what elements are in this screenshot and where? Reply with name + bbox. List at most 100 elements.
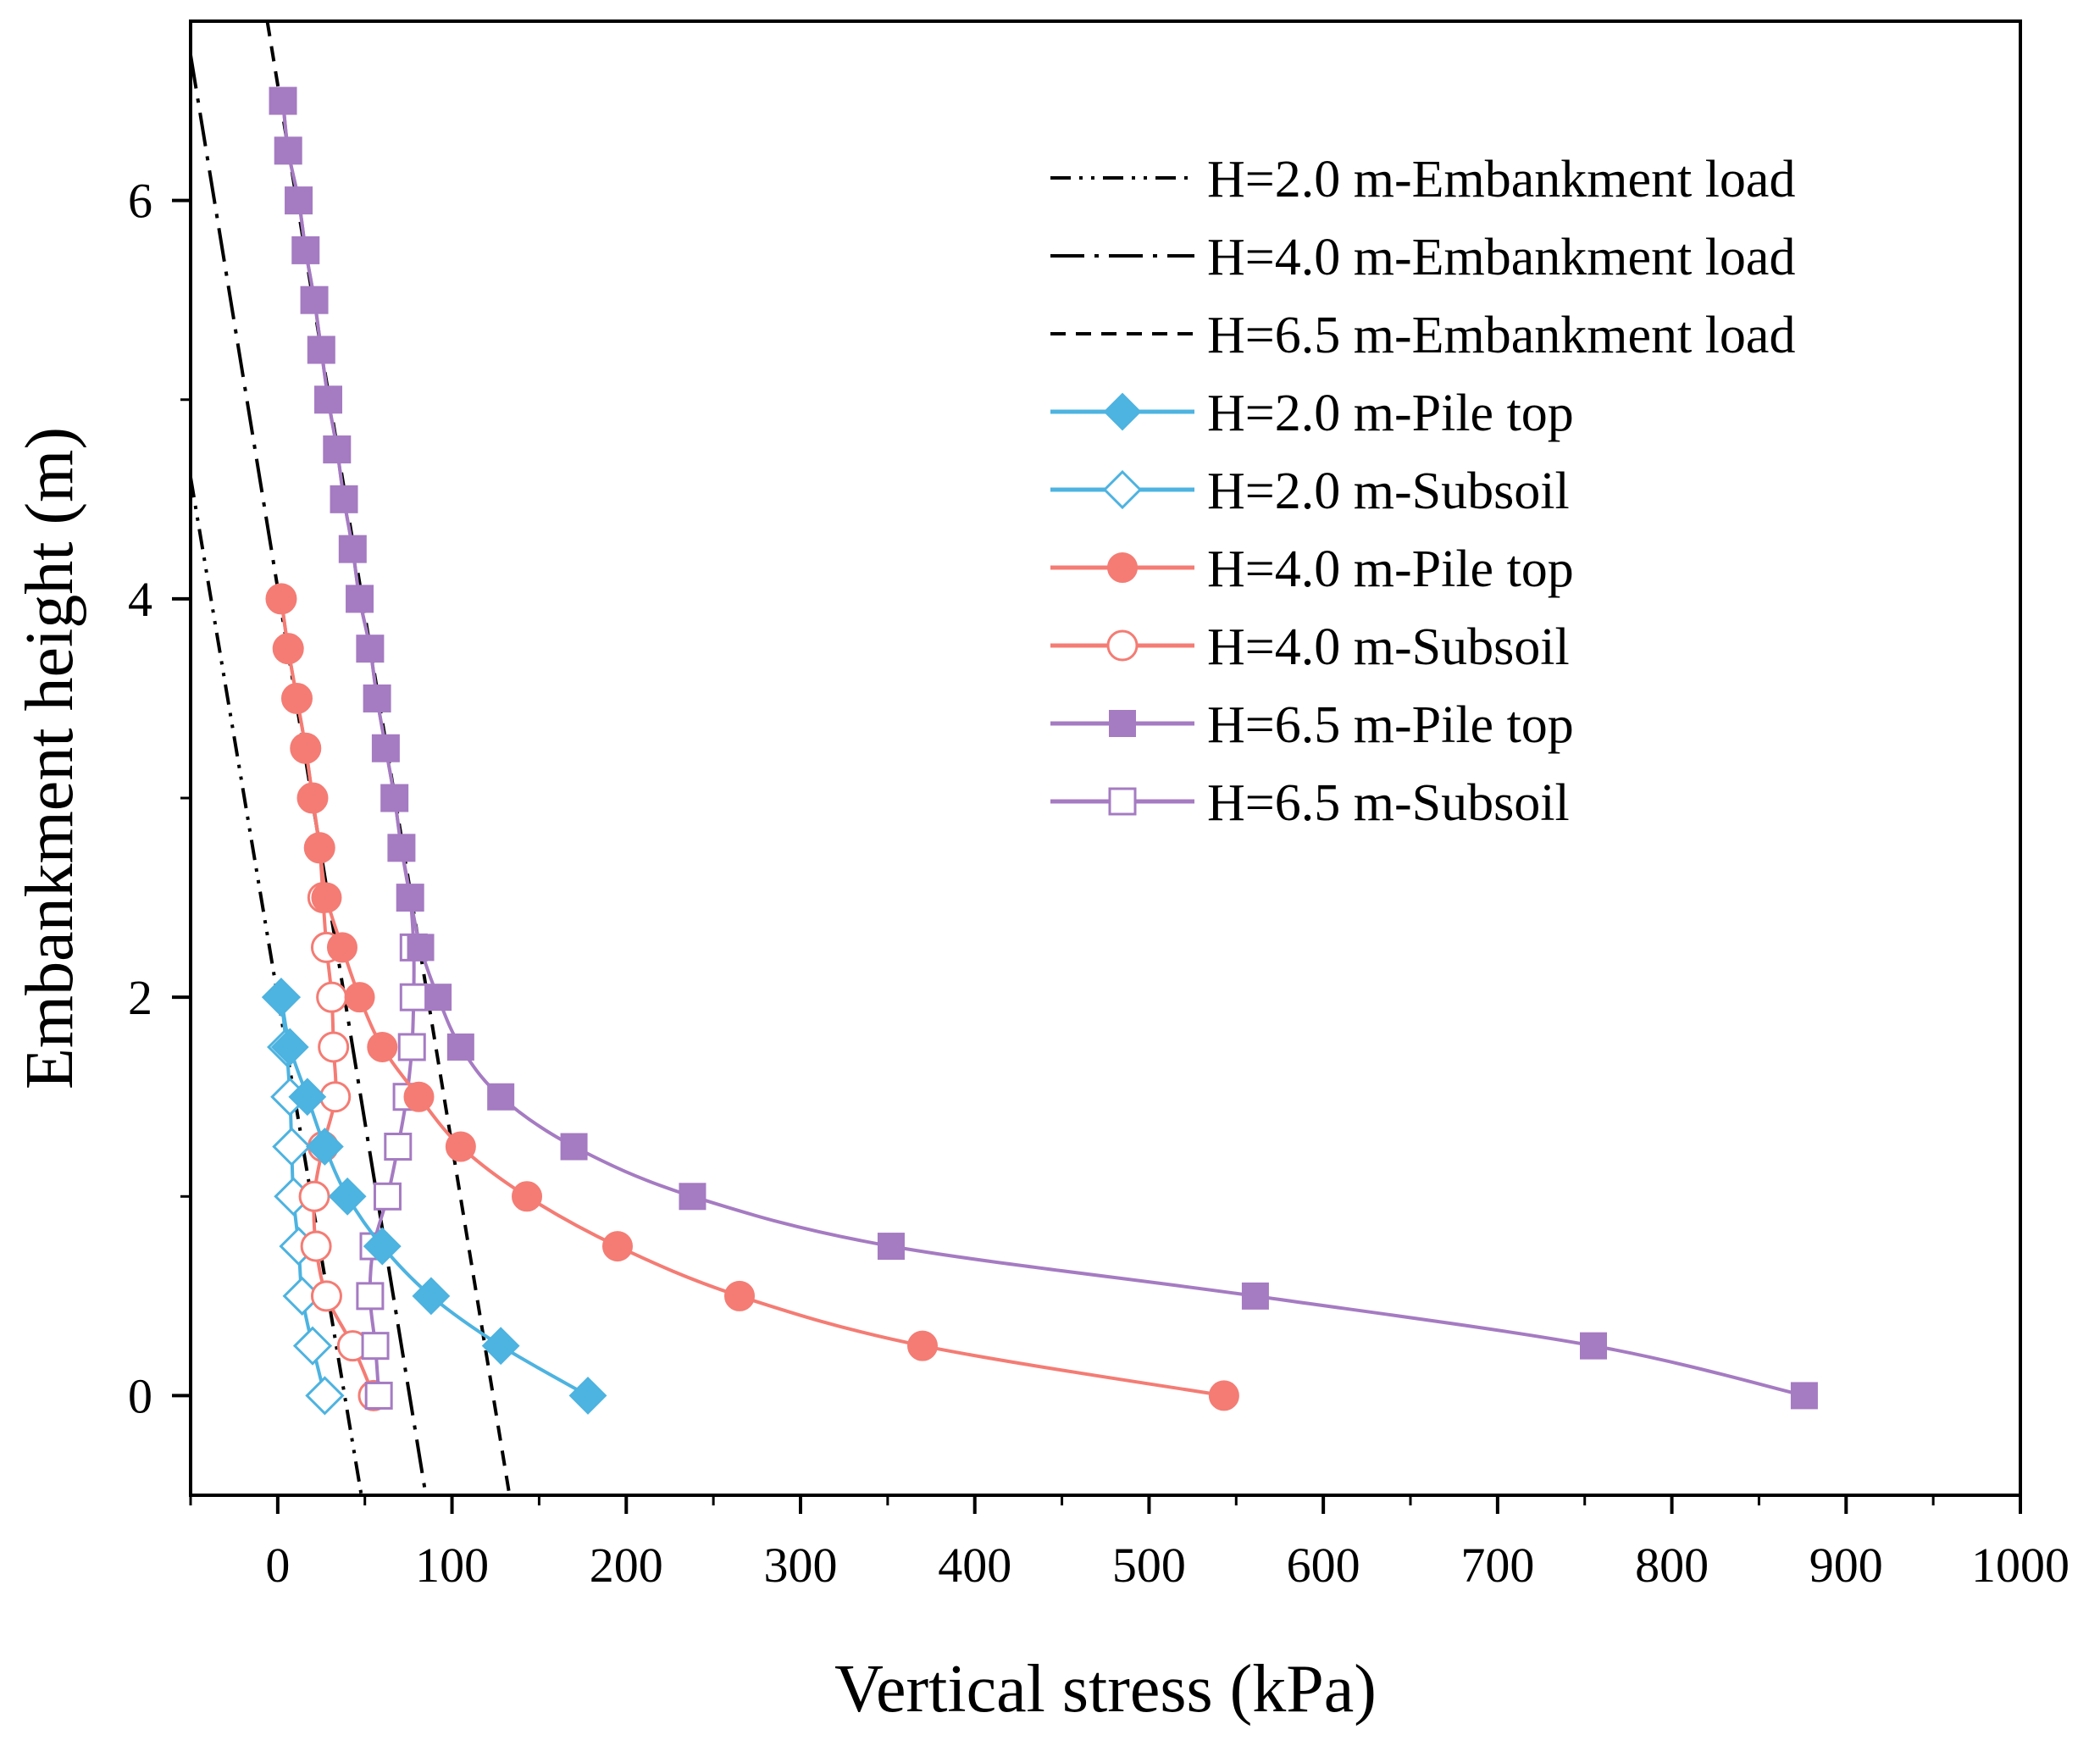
data-point [907,1330,938,1361]
data-point [399,983,428,1012]
axes-layer: 0 100 200 300 400 500 600 700 800 900 1000 0 2 4 6 [128,174,2070,1593]
data-point [1580,1332,1607,1360]
data-point [560,1133,588,1161]
data-point [344,982,375,1013]
x-tick-label: 600 [1287,1538,1360,1593]
data-point [397,1033,426,1061]
data-point [412,1277,451,1316]
data-point [372,734,400,762]
x-tick-label: 200 [590,1538,663,1593]
legend-label: H=6.5 m-Pile top [1207,696,1574,754]
data-point [308,335,335,363]
x-tick-label: 0 [265,1538,290,1593]
legend-label: H=4.0 m-Pile top [1207,540,1574,598]
legend-marker [1108,787,1137,816]
data-point [1241,1282,1269,1310]
y-tick-label: 0 [128,1368,152,1423]
data-point [424,984,452,1012]
series-line [281,100,1805,1398]
data-point [568,1377,607,1415]
data-point [328,1177,367,1216]
data-point [301,286,329,314]
legend-label: H=6.5 m-Subsoil [1207,774,1570,832]
legend-label: H=6.5 m-Embankment load [1207,307,1795,364]
legend-marker [1106,629,1139,662]
legend-marker [1102,469,1143,510]
series-h-6-5-m-pile-top [269,87,1818,1410]
data-point [272,1127,312,1167]
data-point [288,1078,327,1117]
x-tick-label: 100 [415,1538,489,1593]
data-point [384,1133,413,1161]
series-h-2-0-m-pile-top [262,978,607,1415]
y-tick-label: 2 [128,970,152,1025]
data-point [273,633,304,664]
data-point [292,1326,333,1366]
data-point [304,832,335,863]
legend-item: H=2.0 m-Subsoil [1050,463,1570,520]
legend-label: H=2.0 m-Subsoil [1207,463,1570,520]
data-point [356,1282,385,1311]
plot-frame [189,19,2022,1497]
data-point [679,1183,706,1211]
y-tick-label: 4 [128,572,152,627]
data-point [326,932,357,963]
legend-item: H=6.5 m-Pile top [1050,696,1574,754]
data-point [318,1031,350,1063]
legend-item: H=4.0 m-Subsoil [1050,618,1570,676]
data-point [311,882,342,913]
data-point [346,585,374,612]
data-point [487,1083,515,1111]
legend-item: H=4.0 m-Pile top [1050,540,1574,598]
data-point [297,783,328,814]
data-point [1208,1380,1239,1411]
data-point [407,934,435,962]
legend-item: H=4.0 m-Embankment load [1050,229,1795,286]
data-point [403,1081,435,1112]
series-layer [191,21,1818,1495]
y-axis-title: Embankment height (m) [13,427,87,1089]
legend-label: H=4.0 m-Subsoil [1207,618,1570,676]
legend-label: H=4.0 m-Embankment load [1207,229,1795,286]
data-point [316,981,348,1013]
x-axis-title: Vertical stress (kPa) [834,1652,1377,1727]
series-h-4-0-m-pile-top [265,583,1239,1411]
data-point [373,1182,402,1211]
legend: H=2.0 m-Embankment load H=4.0 m-Embankmen… [1050,151,1795,832]
data-point [323,435,351,463]
data-point [356,635,384,662]
data-point [262,978,301,1017]
legend-item: H=2.0 m-Embankment load [1050,151,1795,208]
data-point [330,485,358,513]
legend-marker [1103,392,1142,431]
data-point [265,583,296,614]
data-point [1790,1382,1818,1410]
x-tick-label: 500 [1112,1538,1186,1593]
data-point [274,136,302,164]
data-point [298,1180,330,1212]
data-point [291,236,319,264]
legend-marker [1107,552,1138,583]
data-point [363,685,391,712]
data-point [269,87,297,115]
data-point [512,1181,543,1212]
data-point [305,1128,344,1166]
legend-marker [1109,710,1136,737]
data-point [446,1033,474,1061]
data-point [396,884,424,912]
data-point [363,1227,402,1266]
data-point [387,834,415,862]
data-point [481,1327,520,1366]
data-point [724,1280,755,1311]
data-point [314,385,342,413]
data-point [339,535,367,563]
data-point [602,1231,633,1262]
data-point [380,784,408,812]
x-tick-label: 900 [1809,1538,1883,1593]
legend-item: H=6.5 m-Subsoil [1050,774,1570,832]
data-point [285,186,313,214]
legend-item: H=2.0 m-Pile top [1050,385,1574,442]
data-point [877,1233,905,1261]
data-point [300,1230,332,1262]
